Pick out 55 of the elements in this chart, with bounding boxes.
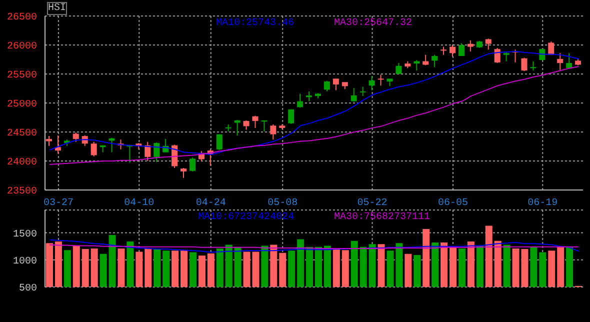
candlestick: [72, 132, 79, 142]
candlestick: [243, 120, 250, 130]
y-tick-label: 500: [18, 284, 37, 295]
y-tick-label: 1000: [12, 256, 37, 268]
candlestick: [566, 52, 572, 69]
candlestick: [485, 38, 492, 50]
candlestick: [360, 86, 366, 97]
y-tick-label: 23500: [6, 186, 37, 198]
y-tick-label: 24000: [6, 158, 37, 169]
candlestick: [521, 57, 528, 72]
candlestick: [189, 157, 196, 172]
y-tick-label: 1500: [12, 229, 37, 240]
candlestick: [432, 54, 438, 68]
candlestick: [332, 78, 339, 91]
chart-title: HSI: [47, 2, 68, 15]
x-tick-label: 03-27: [43, 198, 74, 210]
text: MA30:75682737111: [334, 212, 430, 223]
text: MA10:25743.46: [216, 18, 294, 29]
candlestick: [216, 134, 222, 150]
candlestick: [252, 115, 258, 128]
candlestick: [350, 87, 357, 102]
y-tick-label: 25500: [6, 70, 37, 82]
candlestick: [324, 80, 330, 92]
x-tick-label: 05-08: [268, 198, 298, 210]
line-series: [48, 50, 580, 156]
candlestick: [440, 46, 447, 56]
text: MA10:67237424024: [198, 212, 294, 223]
candlestick: [422, 54, 429, 66]
y-tick-label: 24500: [6, 128, 37, 140]
candlestick: [368, 76, 375, 91]
candlestick: [154, 142, 160, 163]
candlestick: [378, 74, 384, 86]
candlestick: [297, 93, 304, 108]
line-series: [48, 239, 580, 253]
candlestick: [144, 141, 151, 162]
candlestick: [288, 108, 294, 124]
x-tick-label: 04-10: [124, 198, 154, 210]
candlestick: [494, 47, 500, 64]
text: MA30:25647.32: [334, 18, 412, 29]
candlestick: [548, 41, 554, 56]
candlestick: [458, 42, 464, 57]
candlestick: [180, 167, 186, 178]
x-tick-label: 05-22: [357, 198, 388, 210]
x-tick-label: 04-24: [196, 198, 226, 210]
y-tick-label: 26000: [6, 42, 37, 53]
x-tick-label: 06-19: [528, 198, 558, 210]
candlestick: [557, 52, 564, 70]
candlestick: [270, 124, 276, 140]
y-tick-label: 26500: [6, 12, 37, 24]
candlestick: [450, 44, 456, 58]
candlestick: [46, 136, 52, 146]
candlestick: [90, 141, 97, 157]
candlestick: [414, 60, 420, 72]
y-tick-label: 25000: [6, 100, 37, 111]
x-tick-label: 06-05: [438, 198, 468, 210]
